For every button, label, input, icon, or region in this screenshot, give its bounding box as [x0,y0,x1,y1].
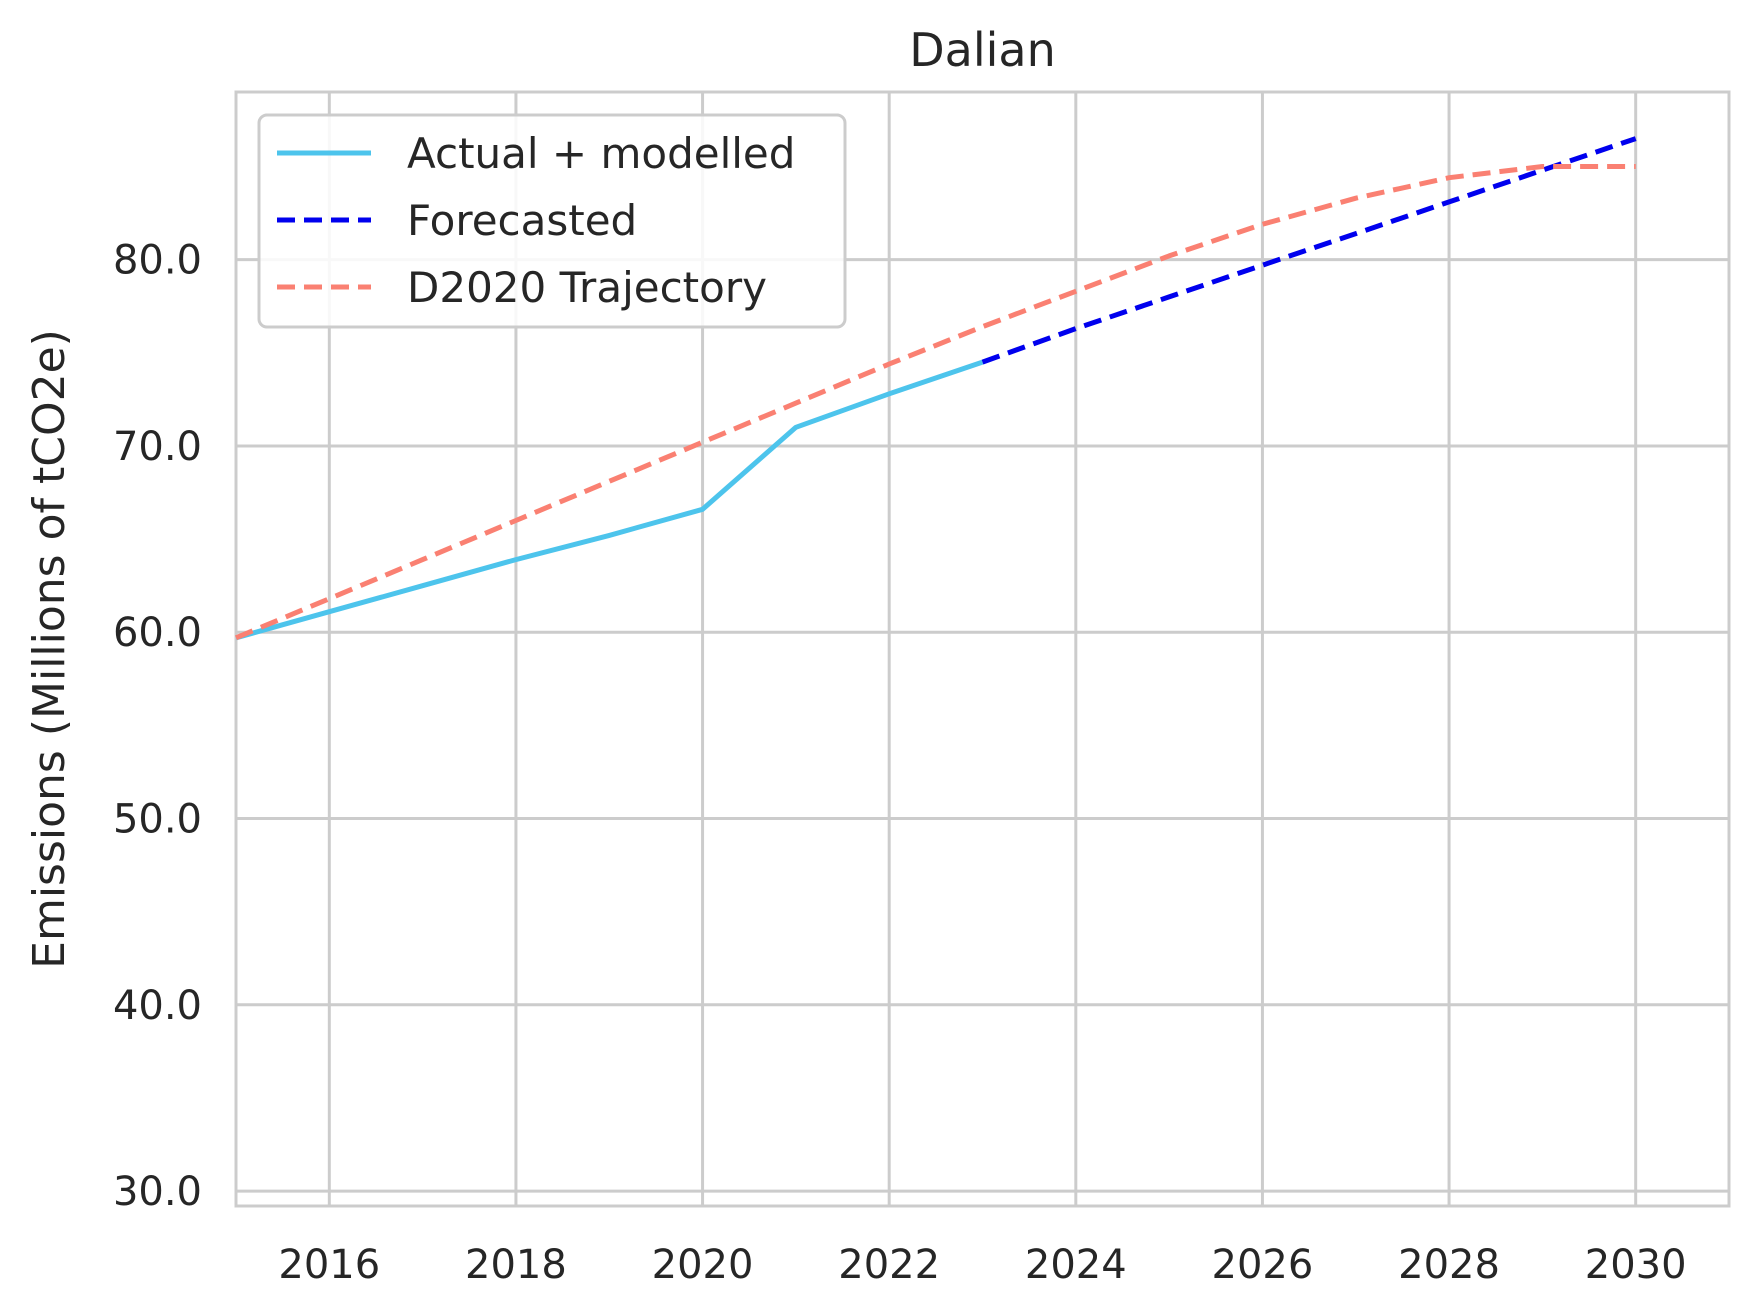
grid [236,92,1729,1206]
y-tick-label: 80.0 [113,238,202,284]
y-tick-label: 50.0 [113,797,202,843]
plot-area-frame [234,90,1731,1208]
series-line-d2020-trajectory [235,164,1636,641]
legend: Actual + modelled Forecasted D2020 Traject… [257,113,847,329]
y-axis-ticks: 30.0 40.0 50.0 60.0 70.0 80.0 [113,238,202,1215]
x-axis-ticks: 2016 2018 2020 2022 2024 2026 2028 2030 [278,1242,1686,1288]
legend-label: D2020 Trajectory [407,263,767,312]
y-tick-label: 70.0 [113,424,202,470]
series-line-forecasted [981,136,1637,365]
x-tick-label: 2018 [465,1242,567,1288]
x-tick-label: 2016 [278,1242,380,1288]
y-tick-label: 30.0 [113,1169,202,1215]
y-axis-label: Emissions (Millions of tCO2e) [24,329,75,969]
x-tick-label: 2024 [1025,1242,1127,1288]
y-tick-label: 60.0 [113,610,202,656]
legend-label: Forecasted [407,196,637,245]
series-line-actual-modelled [235,359,984,641]
x-tick-label: 2022 [838,1242,940,1288]
x-tick-label: 2020 [652,1242,754,1288]
chart-title: Dalian [909,23,1056,77]
x-tick-label: 2026 [1212,1242,1314,1288]
x-tick-label: 2028 [1398,1242,1500,1288]
series-group [235,136,1637,641]
y-tick-label: 40.0 [113,983,202,1029]
x-tick-label: 2030 [1585,1242,1687,1288]
legend-box [257,113,847,329]
legend-label: Actual + modelled [407,129,795,178]
